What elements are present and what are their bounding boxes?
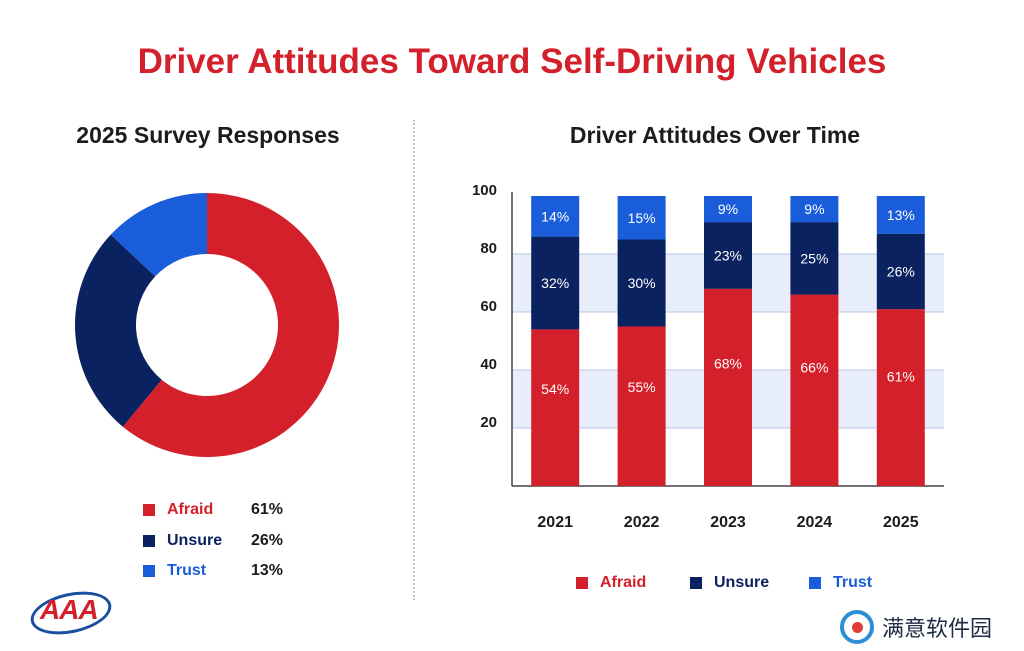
bar-unsure-2025 bbox=[876, 233, 925, 310]
bar-label-trust: 9% bbox=[804, 201, 824, 217]
donut-legend-trust: Trust 13% bbox=[143, 559, 283, 583]
bar-afraid-2023 bbox=[704, 288, 752, 486]
bar-unsure-2022 bbox=[617, 239, 666, 327]
logo-text: AAA bbox=[40, 594, 99, 625]
bar-legend-unsure: Unsure bbox=[690, 571, 769, 595]
bar-label-unsure: 32% bbox=[541, 275, 569, 291]
x-tick-label: 2025 bbox=[883, 514, 919, 531]
bar-label-unsure: 30% bbox=[628, 275, 656, 291]
bar-legend-label-afraid: Afraid bbox=[600, 574, 647, 591]
bar-label-unsure: 26% bbox=[887, 263, 915, 279]
legend-value-afraid: 61% bbox=[251, 501, 284, 518]
bar-unsure-2021 bbox=[531, 236, 580, 330]
bar-legend-label-unsure: Unsure bbox=[714, 574, 770, 591]
legend-swatch-trust bbox=[143, 565, 155, 577]
bar-trust-2023 bbox=[704, 196, 752, 223]
bar-legend-label-trust: Trust bbox=[833, 574, 873, 591]
bar-afraid-2022 bbox=[617, 326, 666, 486]
y-tick-label: 60 bbox=[480, 298, 497, 315]
bar-label-trust: 15% bbox=[628, 210, 656, 226]
bar-legend-trust: Trust bbox=[809, 571, 872, 595]
bar-chart-title: Driver Attitudes Over Time bbox=[569, 122, 861, 148]
bar-label-trust: 9% bbox=[718, 201, 738, 217]
bar-label-afraid: 61% bbox=[887, 368, 915, 384]
y-tick-label: 80 bbox=[480, 240, 497, 257]
bar-legend-swatch-afraid bbox=[576, 577, 588, 589]
bar-label-afraid: 68% bbox=[714, 356, 742, 372]
bar-label-unsure: 25% bbox=[800, 250, 828, 266]
bar-trust-2021 bbox=[531, 196, 580, 237]
section-divider bbox=[413, 120, 415, 600]
donut-slice-trust bbox=[110, 193, 207, 277]
bar-label-afraid: 54% bbox=[541, 381, 569, 397]
bar-legend-swatch-unsure bbox=[690, 577, 702, 589]
legend-label-trust: Trust bbox=[167, 562, 207, 579]
bar-trust-2025 bbox=[876, 196, 925, 234]
bar-label-unsure: 23% bbox=[714, 247, 742, 263]
bar-trust-2022 bbox=[617, 196, 666, 240]
bar-unsure-2023 bbox=[704, 222, 752, 289]
x-tick-label: 2021 bbox=[537, 514, 573, 531]
bar-label-afraid: 66% bbox=[800, 359, 828, 375]
y-tick-label: 40 bbox=[480, 356, 497, 373]
bar-legend-afraid: Afraid bbox=[576, 571, 646, 595]
x-tick-label: 2022 bbox=[624, 514, 660, 531]
donut-legend-unsure: Unsure 26% bbox=[143, 529, 283, 553]
legend-swatch-afraid bbox=[143, 504, 155, 516]
bar-afraid-2021 bbox=[531, 329, 580, 486]
bar-afraid-2024 bbox=[790, 294, 839, 486]
y-tick-label: 100 bbox=[472, 182, 497, 199]
donut-chart-title: 2025 Survey Responses bbox=[76, 122, 340, 148]
bar-label-trust: 13% bbox=[887, 207, 915, 223]
bar-afraid-2025 bbox=[876, 309, 925, 486]
legend-value-trust: 13% bbox=[251, 562, 284, 579]
watermark-text: 满意软件园 bbox=[882, 617, 993, 642]
legend-swatch-unsure bbox=[143, 535, 155, 547]
bar-label-trust: 14% bbox=[541, 208, 569, 224]
y-tick-label: 20 bbox=[480, 414, 497, 431]
legend-label-unsure: Unsure bbox=[167, 532, 223, 549]
aaa-logo: AAA bbox=[26, 584, 116, 642]
donut-slice-unsure bbox=[74, 234, 162, 427]
donut-slice-afraid bbox=[122, 193, 339, 457]
page-title: Driver Attitudes Toward Self-Driving Veh… bbox=[137, 42, 887, 81]
watermark: 满意软件园 bbox=[840, 607, 992, 647]
bar-label-afraid: 55% bbox=[628, 379, 656, 395]
donut-legend-afraid: Afraid 61% bbox=[143, 498, 283, 522]
legend-value-unsure: 26% bbox=[251, 532, 284, 549]
bar-unsure-2024 bbox=[790, 222, 839, 295]
bar-trust-2024 bbox=[790, 196, 839, 223]
x-tick-label: 2023 bbox=[710, 514, 746, 531]
x-tick-label: 2024 bbox=[797, 514, 833, 531]
watermark-icon bbox=[840, 610, 874, 644]
bar-legend-swatch-trust bbox=[809, 577, 821, 589]
legend-label-afraid: Afraid bbox=[167, 501, 214, 518]
